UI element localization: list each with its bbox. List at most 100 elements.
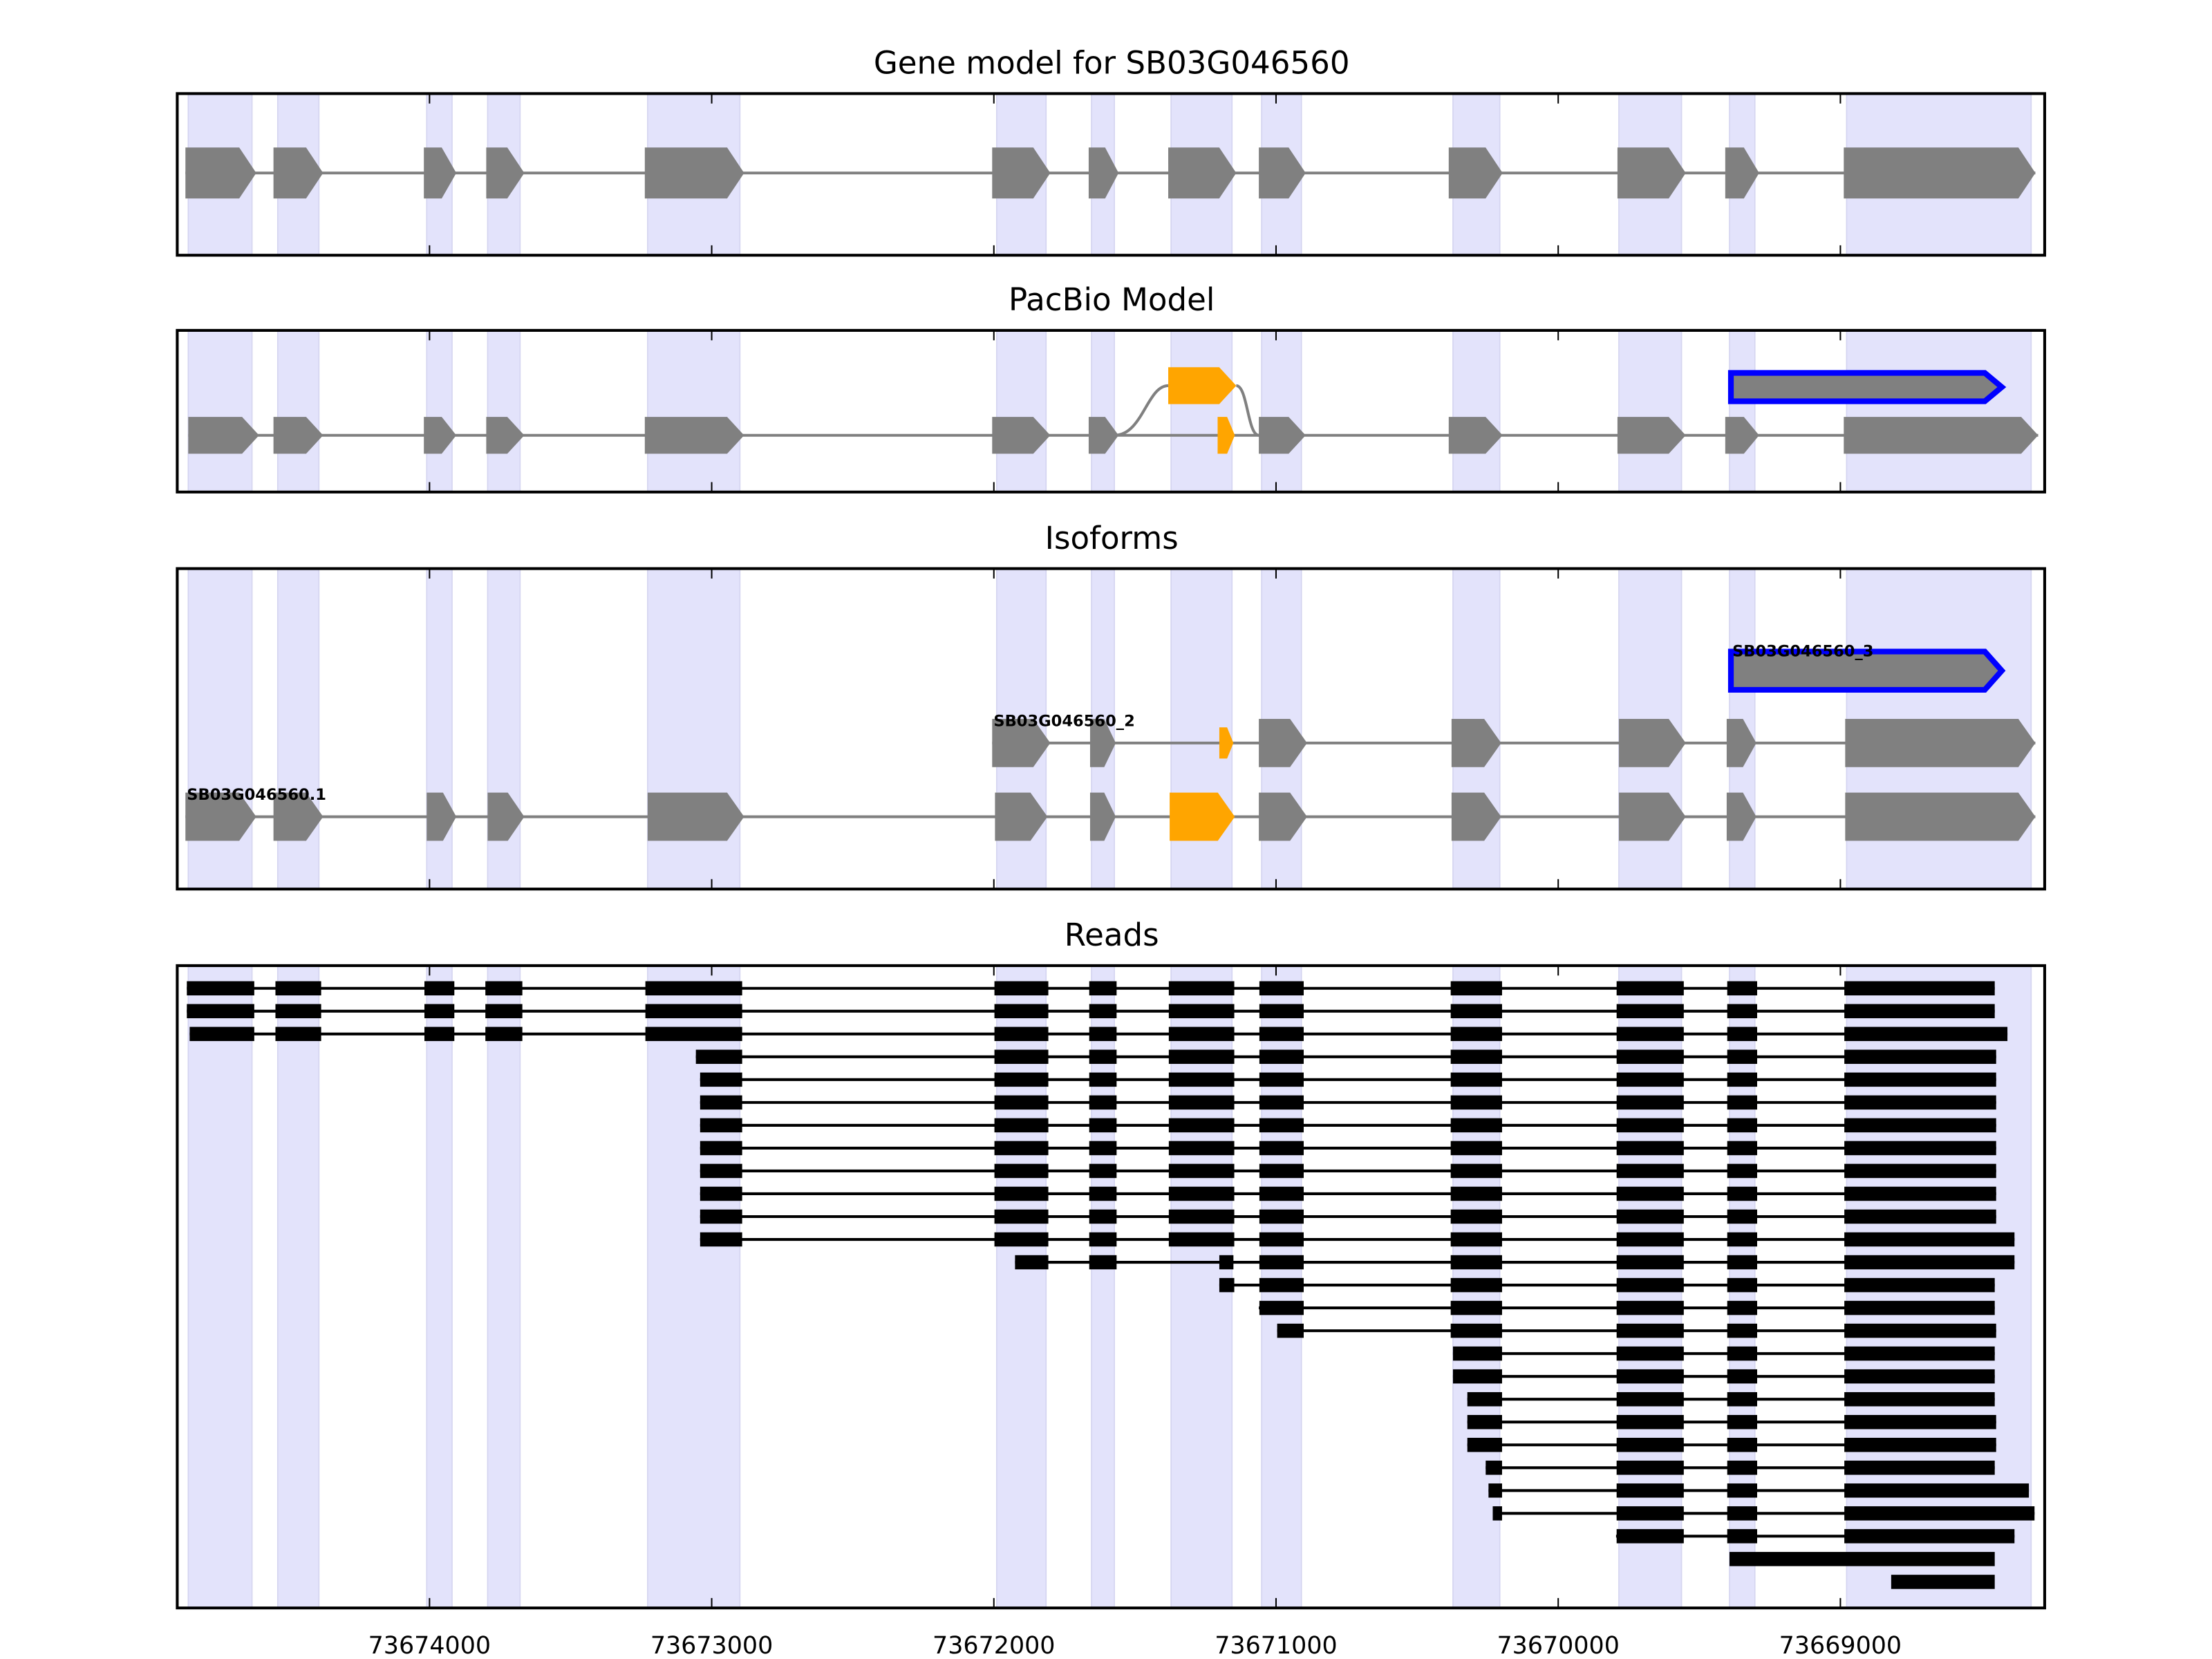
read-block <box>1168 1004 1235 1019</box>
read-block <box>1259 1186 1304 1201</box>
read-block <box>1727 1118 1757 1133</box>
read-block <box>1168 1072 1235 1087</box>
read-block <box>1727 1027 1757 1042</box>
isoform-exon <box>1451 719 1501 767</box>
read-block <box>1259 1163 1304 1179</box>
read-block <box>424 1004 455 1019</box>
read-block <box>994 1141 1049 1156</box>
read-block <box>275 981 321 995</box>
pacbio-exon <box>992 417 1051 454</box>
pacbio-shaded-exon-region <box>1091 330 1115 493</box>
read-block <box>1616 1300 1684 1315</box>
read-block <box>700 1095 742 1110</box>
gene-model-exon <box>1617 147 1686 199</box>
read-block <box>1450 1300 1502 1315</box>
gene-model-exon <box>486 147 525 199</box>
read-block <box>700 1232 742 1247</box>
read-block <box>1844 1141 1996 1156</box>
gene-model-title: Gene model for SB03G046560 <box>874 45 1350 82</box>
isoform-exon <box>1451 792 1501 841</box>
read-block <box>1616 1483 1684 1498</box>
read-block <box>1616 1346 1684 1361</box>
isoform-exon <box>487 792 525 841</box>
read-block <box>994 1118 1049 1133</box>
read-block <box>1844 1346 1995 1361</box>
reads-shaded-exon-region <box>487 965 521 1609</box>
read-block <box>1727 1232 1757 1247</box>
read-block <box>275 1004 321 1019</box>
read-block <box>1727 1004 1757 1019</box>
read-block <box>1844 1163 1996 1179</box>
isoform-exon <box>992 719 1051 767</box>
read-block <box>1727 1300 1757 1315</box>
pacbio-model-panel <box>176 328 2046 494</box>
read-block <box>485 1027 523 1042</box>
gene-model-exon <box>1725 147 1759 199</box>
isoform-alt-exon <box>1219 727 1234 759</box>
reads-shaded-exon-region <box>187 965 253 1609</box>
read-block <box>1844 1277 1995 1293</box>
read-block <box>700 1141 742 1156</box>
read-block <box>994 1209 1049 1224</box>
read-block <box>645 1027 742 1042</box>
read-block <box>485 1004 523 1019</box>
read-block <box>1727 1209 1757 1224</box>
read-block <box>1492 1506 1502 1521</box>
read-block <box>1844 1186 1996 1201</box>
read-block <box>1727 1346 1757 1361</box>
reads-frame <box>176 964 2046 1610</box>
read-block <box>1168 1232 1235 1247</box>
read-block <box>1089 1027 1117 1042</box>
read-block <box>1089 1141 1117 1156</box>
read-block <box>1259 1277 1304 1293</box>
read-block <box>424 981 455 995</box>
read-block <box>1452 1369 1502 1384</box>
isoform-exon <box>1259 792 1307 841</box>
read-block <box>1467 1391 1502 1407</box>
read-block <box>1485 1461 1502 1475</box>
pacbio-exon <box>1617 417 1686 454</box>
read-block <box>994 1027 1049 1042</box>
read-block <box>1450 1141 1502 1156</box>
read-block <box>1168 1118 1235 1133</box>
read-block <box>1727 1461 1757 1475</box>
isoform-exon <box>185 792 256 841</box>
read-block <box>1168 1095 1235 1110</box>
read-block <box>1844 1255 2015 1270</box>
read-block <box>1450 1027 1502 1042</box>
read-block <box>1616 1506 1684 1521</box>
read-block <box>1616 1391 1684 1407</box>
read-block <box>187 1004 254 1019</box>
read-block <box>1844 1391 1995 1407</box>
read-block <box>424 1027 455 1042</box>
read-block <box>1844 1004 1995 1019</box>
read-block <box>1844 1461 1995 1475</box>
read-block <box>1844 1072 1996 1087</box>
pacbio-shaded-exon-region <box>996 330 1047 493</box>
isoform-exon <box>995 792 1048 841</box>
isoform-label: SB03G046560.1 <box>187 786 326 804</box>
read-block <box>994 1004 1049 1019</box>
read-block <box>1727 1277 1757 1293</box>
gene-model-frame <box>176 92 2046 257</box>
reads-panel <box>176 964 2046 1610</box>
read-block <box>1450 1186 1502 1201</box>
read-block <box>1089 1049 1117 1065</box>
read-block <box>1727 1163 1757 1179</box>
read-block <box>1450 1072 1502 1087</box>
read-block <box>1089 1163 1117 1179</box>
read-block <box>1259 1027 1304 1042</box>
read-block <box>1727 981 1757 995</box>
read-block <box>1450 1209 1502 1224</box>
isoforms-frame <box>176 567 2046 891</box>
read-block <box>1844 1232 2015 1247</box>
read-block <box>1168 1186 1235 1201</box>
read-block <box>1450 1118 1502 1133</box>
read-block <box>485 981 523 995</box>
read-block <box>1727 1438 1757 1452</box>
read-block <box>1727 1255 1757 1270</box>
read-block <box>994 1049 1049 1065</box>
read-block <box>994 1072 1049 1087</box>
read-block <box>1844 1323 1996 1338</box>
